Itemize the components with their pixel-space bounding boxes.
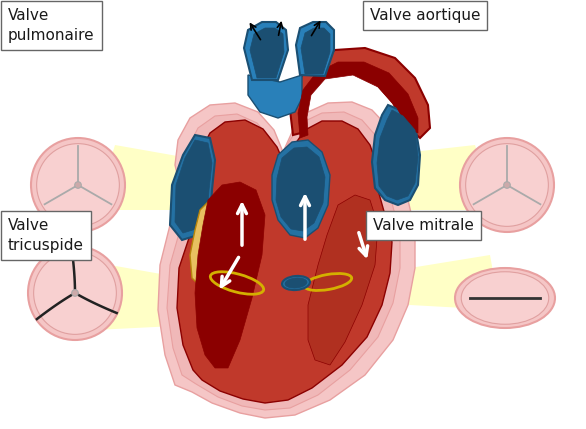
Polygon shape [296,22,334,76]
Polygon shape [158,102,415,418]
Circle shape [460,138,554,232]
Polygon shape [195,182,265,368]
Text: Valve mitrale: Valve mitrale [373,218,474,233]
Circle shape [71,290,79,296]
Polygon shape [375,255,500,310]
Circle shape [504,182,510,188]
Circle shape [33,252,117,334]
Polygon shape [244,22,288,80]
Circle shape [37,144,120,227]
Polygon shape [190,192,235,288]
Circle shape [466,144,548,227]
Polygon shape [377,110,418,200]
Polygon shape [272,140,330,238]
Polygon shape [175,140,212,233]
Polygon shape [372,105,420,205]
Polygon shape [298,62,418,138]
Polygon shape [308,195,378,365]
Polygon shape [177,120,392,403]
Ellipse shape [455,268,555,328]
Polygon shape [95,265,238,330]
Circle shape [74,182,81,188]
Polygon shape [167,112,400,410]
Polygon shape [301,28,330,74]
Circle shape [31,138,125,232]
Polygon shape [250,28,284,78]
Circle shape [28,246,122,340]
Polygon shape [276,147,325,231]
Polygon shape [290,48,430,138]
Text: Valve
tricuspide: Valve tricuspide [8,218,84,253]
Polygon shape [95,140,235,210]
Polygon shape [170,135,215,240]
Polygon shape [248,75,302,118]
Ellipse shape [285,278,307,288]
Text: Valve
pulmonaire: Valve pulmonaire [8,8,94,43]
Polygon shape [355,140,495,210]
Ellipse shape [461,272,548,324]
Ellipse shape [282,276,310,290]
Text: Valve aortique: Valve aortique [370,8,481,23]
